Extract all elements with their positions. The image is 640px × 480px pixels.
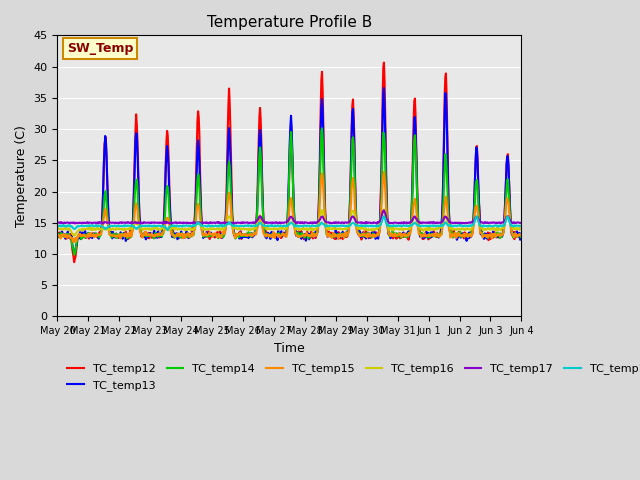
TC_temp17 — [54, 220, 61, 226]
TC_temp14 — [360, 234, 368, 240]
TC_temp15 — [360, 230, 367, 236]
TC_temp16 — [54, 226, 61, 231]
TC_temp17 — [62, 220, 70, 226]
TC_temp16 — [70, 233, 77, 239]
TC_temp13 — [54, 232, 61, 238]
TC_temp12 — [54, 231, 61, 237]
Line: TC_temp15: TC_temp15 — [58, 172, 522, 242]
TC_temp14 — [346, 196, 354, 202]
TC_temp15 — [380, 169, 388, 175]
TC_temp18 — [346, 223, 353, 228]
TC_temp16 — [346, 219, 353, 225]
TC_temp13 — [360, 232, 367, 238]
Line: TC_temp17: TC_temp17 — [58, 210, 522, 224]
TC_temp18 — [360, 223, 367, 229]
TC_temp13 — [62, 234, 70, 240]
TC_temp12 — [182, 235, 189, 240]
TC_temp14 — [54, 233, 61, 239]
TC_temp18 — [518, 223, 525, 228]
TC_temp17 — [345, 219, 353, 225]
TC_temp12 — [62, 236, 70, 242]
TC_temp14 — [62, 232, 70, 238]
TC_temp14 — [518, 234, 525, 240]
Line: TC_temp16: TC_temp16 — [58, 209, 522, 236]
TC_temp16 — [518, 226, 525, 232]
TC_temp17 — [359, 220, 367, 226]
TC_temp17 — [373, 221, 381, 227]
Line: TC_temp12: TC_temp12 — [58, 62, 522, 262]
TC_temp17 — [380, 207, 388, 213]
TC_temp14 — [157, 233, 165, 239]
TC_temp18 — [109, 223, 117, 229]
Title: Temperature Profile B: Temperature Profile B — [207, 15, 372, 30]
Line: TC_temp18: TC_temp18 — [58, 216, 522, 230]
Line: TC_temp13: TC_temp13 — [58, 88, 522, 254]
TC_temp16 — [157, 226, 165, 232]
TC_temp15 — [54, 232, 61, 238]
TC_temp15 — [518, 233, 525, 239]
TC_temp16 — [110, 227, 118, 232]
TC_temp16 — [62, 227, 70, 232]
TC_temp14 — [182, 231, 189, 237]
TC_temp14 — [318, 125, 326, 131]
TC_temp16 — [360, 226, 367, 231]
TC_temp13 — [182, 232, 189, 238]
TC_temp13 — [518, 236, 525, 241]
TC_temp13 — [110, 234, 118, 240]
TC_temp17 — [157, 220, 164, 226]
TC_temp15 — [157, 231, 165, 237]
TC_temp18 — [62, 224, 70, 229]
TC_temp16 — [182, 227, 189, 233]
TC_temp17 — [109, 220, 117, 226]
TC_temp15 — [70, 239, 78, 245]
TC_temp15 — [110, 233, 118, 239]
TC_temp18 — [164, 228, 172, 233]
TC_temp16 — [380, 206, 388, 212]
TC_temp18 — [54, 223, 61, 229]
Line: TC_temp14: TC_temp14 — [58, 128, 522, 255]
Text: SW_Temp: SW_Temp — [67, 42, 133, 55]
TC_temp14 — [110, 233, 118, 239]
TC_temp13 — [346, 207, 353, 213]
TC_temp17 — [518, 220, 525, 226]
TC_temp18 — [380, 213, 388, 219]
TC_temp15 — [346, 218, 353, 224]
Legend: TC_temp12, TC_temp13, TC_temp14, TC_temp15, TC_temp16, TC_temp17, TC_temp18: TC_temp12, TC_temp13, TC_temp14, TC_temp… — [63, 359, 640, 395]
TC_temp13 — [157, 234, 165, 240]
TC_temp12 — [360, 229, 367, 235]
TC_temp13 — [70, 251, 78, 257]
TC_temp15 — [182, 234, 189, 240]
TC_temp12 — [157, 231, 165, 237]
TC_temp12 — [70, 259, 78, 265]
X-axis label: Time: Time — [274, 342, 305, 355]
TC_temp14 — [70, 252, 78, 258]
TC_temp12 — [518, 232, 525, 238]
TC_temp12 — [110, 233, 118, 239]
TC_temp12 — [380, 60, 388, 65]
TC_temp15 — [62, 231, 70, 237]
TC_temp12 — [346, 204, 353, 210]
Y-axis label: Temperature (C): Temperature (C) — [15, 125, 28, 227]
TC_temp13 — [380, 85, 388, 91]
TC_temp18 — [157, 223, 164, 229]
TC_temp17 — [181, 220, 189, 226]
TC_temp18 — [182, 223, 189, 228]
